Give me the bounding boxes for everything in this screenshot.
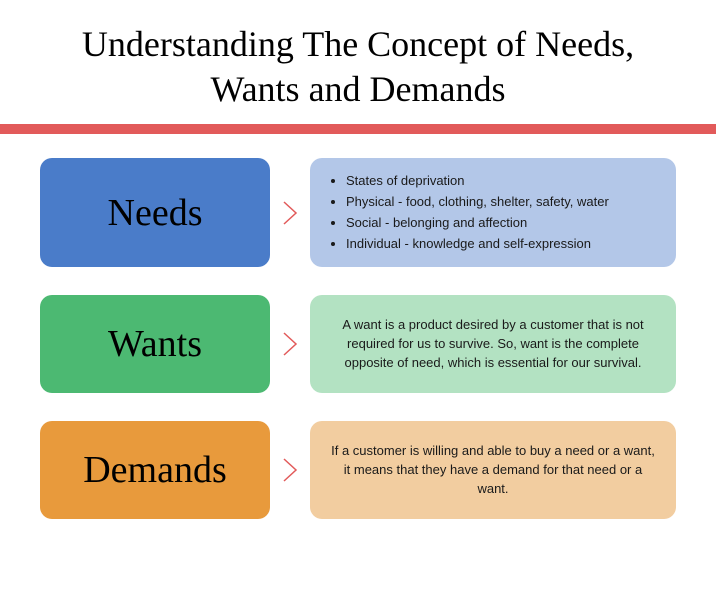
bullet-item: Social - belonging and affection	[346, 214, 609, 233]
concept-label: Wants	[40, 295, 270, 393]
chevron-right-icon	[270, 158, 310, 267]
concept-row: Wants A want is a product desired by a cu…	[40, 295, 676, 393]
concept-label: Demands	[40, 421, 270, 519]
chevron-right-icon	[270, 295, 310, 393]
concept-label: Needs	[40, 158, 270, 267]
concept-description: States of deprivation Physical - food, cl…	[310, 158, 676, 267]
page-title: Understanding The Concept of Needs, Want…	[0, 0, 716, 124]
concept-description: If a customer is willing and able to buy…	[310, 421, 676, 519]
title-divider	[0, 124, 716, 134]
chevron-right-icon	[270, 421, 310, 519]
concept-row: Needs States of deprivation Physical - foo…	[40, 158, 676, 267]
concept-row: Demands If a customer is willing and able…	[40, 421, 676, 519]
bullet-item: Physical - food, clothing, shelter, safe…	[346, 193, 609, 212]
bullet-item: States of deprivation	[346, 172, 609, 191]
concept-rows: Needs States of deprivation Physical - foo…	[0, 134, 716, 519]
concept-description: A want is a product desired by a custome…	[310, 295, 676, 393]
bullet-item: Individual - knowledge and self-expressi…	[346, 235, 609, 254]
